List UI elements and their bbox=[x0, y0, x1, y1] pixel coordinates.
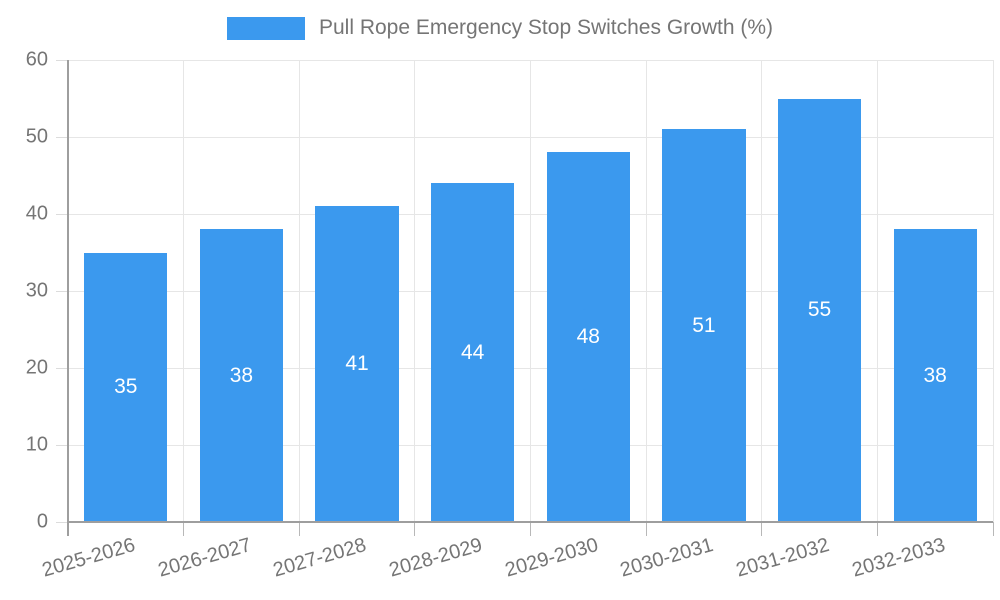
bar-value-label: 41 bbox=[345, 352, 369, 376]
x-gridline bbox=[530, 60, 531, 522]
x-tick-mark bbox=[298, 522, 300, 536]
y-tick-label: 20 bbox=[25, 356, 48, 379]
y-tick-label: 60 bbox=[25, 48, 48, 71]
y-tick-label: 50 bbox=[25, 125, 48, 148]
x-tick-mark bbox=[530, 522, 531, 536]
chart-legend: Pull Rope Emergency Stop Switches Growth… bbox=[0, 16, 1000, 40]
y-tick-label: 30 bbox=[25, 279, 48, 302]
y-axis-line bbox=[67, 60, 69, 536]
bar-value-label: 48 bbox=[576, 325, 600, 349]
y-tick-label: 40 bbox=[25, 202, 48, 225]
y-tick-label: 10 bbox=[25, 433, 48, 456]
x-tick-mark bbox=[414, 522, 416, 536]
x-tick-label: 2028-2029 bbox=[386, 534, 485, 582]
bar-value-label: 44 bbox=[461, 340, 485, 364]
x-gridline bbox=[298, 60, 300, 522]
y-tick-mark bbox=[56, 59, 68, 61]
bar[interactable]: 55 bbox=[777, 98, 862, 522]
y-tick-mark bbox=[56, 521, 68, 523]
x-tick-label: 2030-2031 bbox=[617, 534, 717, 582]
bar[interactable]: 51 bbox=[662, 129, 746, 522]
x-tick-mark bbox=[645, 522, 647, 536]
y-tick-mark bbox=[56, 136, 68, 138]
x-tick-label: 2032-2033 bbox=[849, 534, 948, 582]
bar[interactable]: 41 bbox=[315, 206, 399, 522]
x-gridline bbox=[183, 60, 185, 522]
bar[interactable]: 38 bbox=[893, 229, 977, 522]
x-tick-mark bbox=[992, 522, 994, 536]
y-tick-mark bbox=[56, 367, 68, 369]
x-gridline bbox=[761, 60, 763, 522]
x-tick-label: 2026-2027 bbox=[155, 534, 254, 582]
bar[interactable]: 48 bbox=[546, 152, 630, 522]
x-gridline bbox=[876, 60, 878, 522]
x-axis-line bbox=[68, 521, 993, 523]
bar[interactable]: 44 bbox=[431, 183, 515, 522]
x-tick-mark bbox=[183, 522, 185, 536]
x-tick-label: 2031-2032 bbox=[733, 534, 832, 582]
y-tick-mark bbox=[56, 444, 68, 446]
legend-label[interactable]: Pull Rope Emergency Stop Switches Growth… bbox=[318, 16, 773, 39]
bar-value-label: 51 bbox=[692, 313, 716, 337]
bar-value-label: 55 bbox=[807, 298, 832, 322]
x-tick-label: 2027-2028 bbox=[271, 534, 370, 582]
x-tick-mark bbox=[876, 522, 878, 536]
legend-swatch[interactable] bbox=[226, 16, 305, 40]
x-tick-label: 2025-2026 bbox=[39, 534, 138, 582]
x-tick-label: 2029-2030 bbox=[502, 534, 601, 582]
y-tick-label: 0 bbox=[36, 510, 48, 533]
bar-value-label: 38 bbox=[923, 363, 947, 387]
x-gridline bbox=[414, 60, 416, 522]
y-tick-mark bbox=[56, 213, 68, 215]
y-tick-mark bbox=[56, 290, 68, 292]
x-tick-mark bbox=[761, 522, 763, 536]
bar-value-label: 35 bbox=[114, 375, 138, 399]
x-gridline bbox=[992, 60, 994, 522]
bar[interactable]: 38 bbox=[199, 229, 284, 522]
x-gridline bbox=[645, 60, 647, 522]
bar[interactable]: 35 bbox=[84, 252, 168, 522]
bar-value-label: 38 bbox=[229, 363, 254, 387]
